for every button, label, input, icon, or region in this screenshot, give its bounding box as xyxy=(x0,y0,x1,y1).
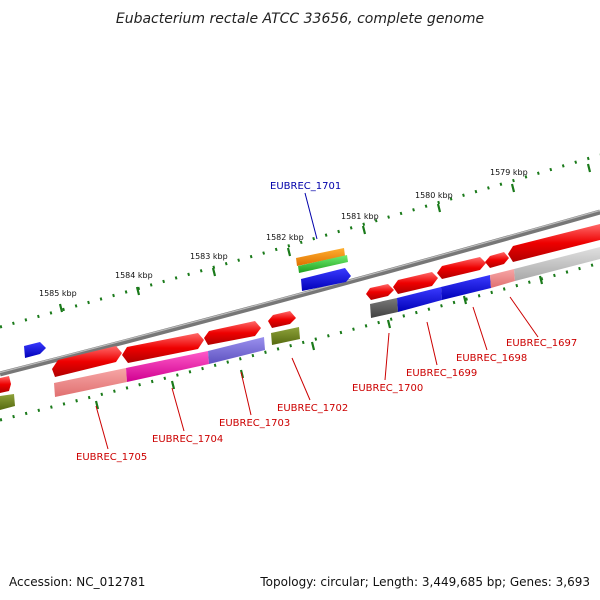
hit-block[interactable] xyxy=(514,247,600,281)
gene-arrow-EUBREC_1703[interactable] xyxy=(204,321,261,345)
genome-title: Eubacterium rectale ATCC 33656, complete… xyxy=(116,11,484,27)
scale-label: 1583 kbp xyxy=(190,252,228,261)
genome-backbone-highlight xyxy=(0,209,600,374)
scale-label: 1584 kbp xyxy=(115,271,153,280)
gene-row-forward xyxy=(0,224,600,393)
hit-block[interactable] xyxy=(271,327,300,345)
scale-label: 1585 kbp xyxy=(39,289,77,298)
scale-label: 1582 kbp xyxy=(266,233,304,242)
hit-block[interactable] xyxy=(54,368,127,397)
gene-arrow-EUBREC_1698[interactable] xyxy=(437,257,486,279)
hit-block[interactable] xyxy=(0,394,15,410)
gene-arrow-EUBREC_1700[interactable] xyxy=(366,284,394,300)
gene-arrow[interactable] xyxy=(298,255,348,273)
hit-block[interactable] xyxy=(370,298,398,318)
gene-label-EUBREC_1698[interactable]: EUBREC_1698 xyxy=(456,353,527,364)
gene-label-EUBREC_1702[interactable]: EUBREC_1702 xyxy=(277,403,348,414)
gene-arrow-EUBREC_1697[interactable] xyxy=(485,252,509,268)
inner-scale-ticks xyxy=(94,275,544,410)
gene-row-hits xyxy=(0,247,600,410)
gene-arrow[interactable] xyxy=(0,376,11,393)
hit-block[interactable] xyxy=(208,337,265,364)
gene-arrow-EUBREC_1702[interactable] xyxy=(268,311,296,328)
gene-arrow-EUBREC_1699[interactable] xyxy=(393,272,438,294)
scale-labels: 1579 kbp 1580 kbp 1581 kbp 1582 kbp 1583… xyxy=(39,168,528,298)
gene-arrow[interactable] xyxy=(296,248,345,266)
gene-arrow[interactable] xyxy=(24,342,46,358)
scale-label: 1580 kbp xyxy=(415,191,453,200)
hit-block[interactable] xyxy=(397,287,442,312)
gene-arrow[interactable] xyxy=(508,224,600,262)
gene-label-EUBREC_1703[interactable]: EUBREC_1703 xyxy=(219,418,290,429)
scale-label: 1579 kbp xyxy=(490,168,528,177)
inner-scale-dots xyxy=(0,261,600,422)
gene-label-EUBREC_1704[interactable]: EUBREC_1704 xyxy=(152,434,223,445)
topology-label: Topology: circular; Length: 3,449,685 bp… xyxy=(259,575,590,589)
gene-row-upper xyxy=(24,248,351,358)
scale-label: 1581 kbp xyxy=(341,212,379,221)
gene-label-EUBREC_1705[interactable]: EUBREC_1705 xyxy=(76,452,147,463)
hit-block[interactable] xyxy=(126,351,209,382)
gene-label-EUBREC_1699[interactable]: EUBREC_1699 xyxy=(406,368,477,379)
gene-arrow-EUBREC_1705[interactable] xyxy=(52,346,122,377)
label-leader-lines xyxy=(95,192,539,450)
gene-label-EUBREC_1701[interactable]: EUBREC_1701 xyxy=(270,181,341,192)
gene-label-EUBREC_1697[interactable]: EUBREC_1697 xyxy=(506,338,577,349)
outer-scale-ticks xyxy=(58,163,592,313)
accession-label: Accession: NC_012781 xyxy=(9,575,145,589)
genome-backbone xyxy=(0,209,600,377)
gene-label-EUBREC_1700[interactable]: EUBREC_1700 xyxy=(352,383,423,394)
gene-arrow-EUBREC_1701[interactable] xyxy=(301,268,351,291)
gene-arrow-EUBREC_1704[interactable] xyxy=(122,333,204,363)
hit-block[interactable] xyxy=(441,275,491,300)
gene-labels: EUBREC_1701 EUBREC_1697 EUBREC_1698 EUBR… xyxy=(76,181,577,463)
hit-block[interactable] xyxy=(490,269,515,288)
